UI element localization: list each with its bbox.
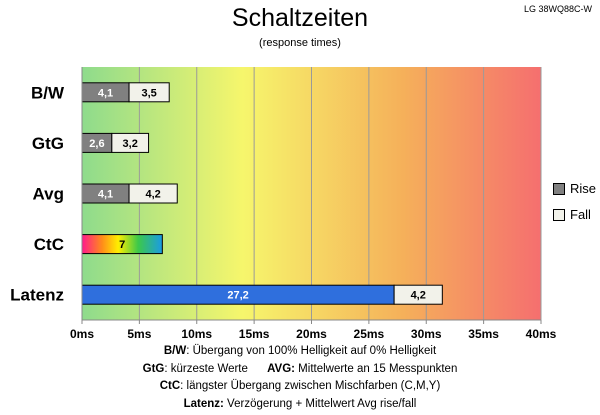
chart-subtitle: (response times)	[259, 37, 341, 49]
chart-plot: B/W 4,1 3,5 GtG 2,6 3,2 Avg 4,1 4,2 CtC 7 Latenz 27,…	[10, 67, 557, 341]
bar-fall-avg	[128, 183, 178, 204]
data-label-fall: 3,2	[123, 138, 138, 150]
category-label: Latenz	[10, 286, 64, 305]
data-label-fall: 4,2	[411, 290, 426, 302]
data-label-rise: 27,2	[227, 290, 248, 302]
data-label-rise: 4,1	[98, 87, 113, 99]
category-label: CtC	[34, 235, 64, 254]
notes-block: B/W: Übergang von 100% Helligkeit auf 0%…	[0, 343, 600, 413]
x-tick-label: 10ms	[181, 327, 212, 341]
x-tick-label: 0ms	[70, 327, 94, 341]
data-label-fall: 4,2	[145, 189, 160, 201]
note-line-3: CtC: längster Übergang zwischen Mischfar…	[159, 380, 441, 392]
legend-swatch-fall	[553, 208, 565, 221]
x-tick-label: 20ms	[296, 327, 327, 341]
data-label-rise: 4,1	[98, 189, 113, 201]
data-label-rise: 2,6	[89, 138, 104, 150]
category-label: Avg	[33, 185, 65, 204]
bar-fall-bw	[128, 82, 170, 103]
bar-fall-gtg	[111, 132, 150, 153]
bar-fall-latenz	[393, 284, 443, 305]
x-tick-label: 25ms	[354, 327, 385, 341]
legend-swatch-rise	[553, 182, 565, 195]
x-tick-label: 40ms	[526, 327, 557, 341]
legend-item-rise: Rise	[553, 181, 596, 196]
category-label: GtG	[32, 134, 64, 153]
x-tick-label: 5ms	[127, 327, 151, 341]
note-line-4: Latenz: Verzögerung + Mittelwert Avg ris…	[183, 397, 417, 410]
legend-label-fall: Fall	[570, 207, 591, 222]
data-label-rise: 7	[119, 239, 125, 251]
chart-title: Schaltzeiten	[231, 4, 369, 32]
category-label: B/W	[31, 83, 65, 102]
x-tick-label: 30ms	[411, 327, 442, 341]
x-tick-label: 15ms	[239, 327, 270, 341]
x-tick-label: 35ms	[468, 327, 499, 341]
note-line-2: GtG: kürzeste Werte AVG: Mittelwerte an …	[142, 362, 458, 375]
data-label-fall: 3,5	[141, 87, 156, 99]
model-label: LG 38WQ88C-W	[523, 4, 592, 14]
note-line-1: B/W: Übergang von 100% Helligkeit auf 0%…	[163, 345, 437, 357]
legend-item-fall: Fall	[553, 207, 591, 222]
legend-label-rise: Rise	[570, 181, 597, 196]
